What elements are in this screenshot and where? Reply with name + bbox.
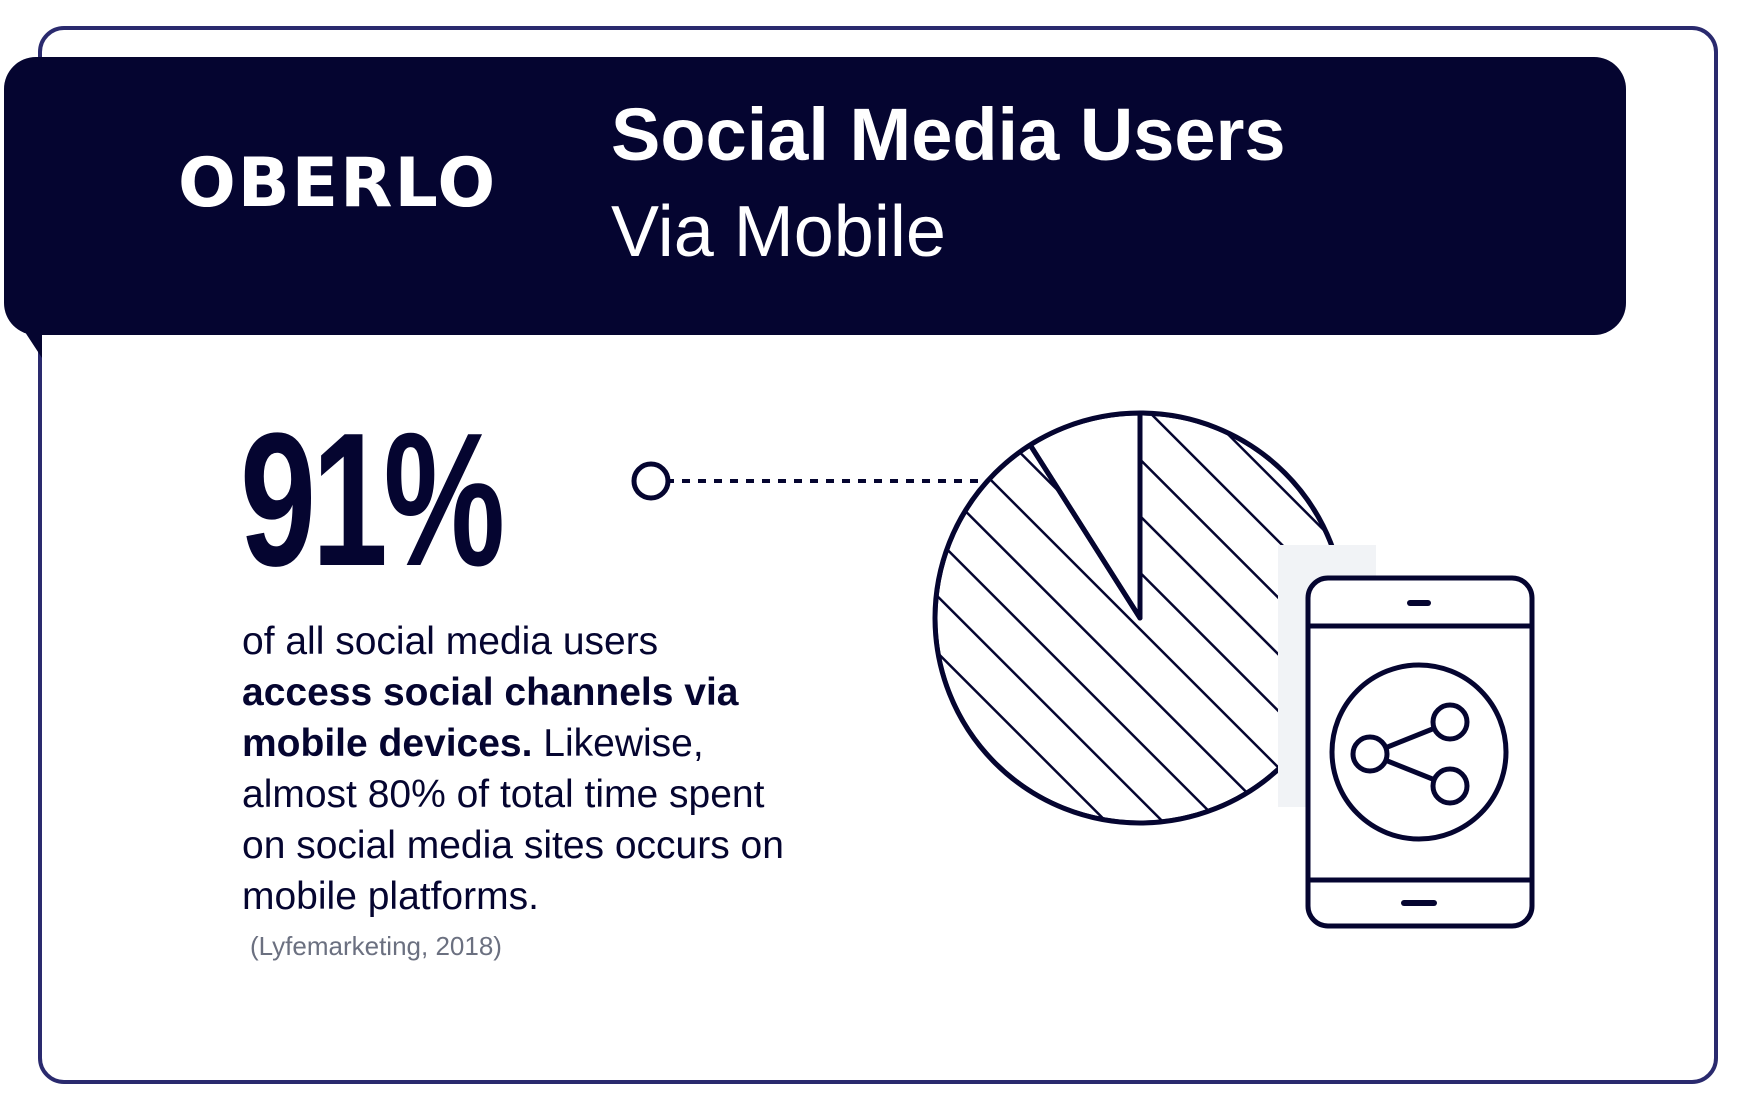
desc-line-5: on social media sites occurs on [242, 824, 784, 867]
oberlo-logo: OBERLO [178, 144, 498, 223]
desc-line-6: mobile platforms. [242, 875, 539, 918]
page-subtitle: Via Mobile [611, 192, 946, 272]
connector-dot [631, 461, 671, 501]
desc-line-3-bold: mobile devices. [242, 722, 533, 765]
desc-line-1: of all social media users [242, 620, 659, 663]
desc-line-2-bold: access social channels via [242, 671, 739, 714]
page-title: Social Media Users [611, 93, 1286, 176]
stat-value: 91% [240, 394, 505, 606]
header-banner [4, 57, 1626, 335]
share-icon [1329, 662, 1509, 842]
pie-chart [935, 413, 1345, 823]
header-fold [4, 300, 42, 358]
desc-line-3-rest: Likewise, [532, 722, 704, 765]
smartphone-icon [1305, 575, 1535, 929]
desc-line-4: almost 80% of total time spent [242, 773, 765, 816]
desc-line-2: access social channels via [242, 667, 922, 718]
stat-description: of all social media users access social … [242, 616, 922, 922]
source-citation: (Lyfemarketing, 2018) [250, 931, 502, 961]
desc-line-3: mobile devices. Likewise, [242, 718, 922, 769]
